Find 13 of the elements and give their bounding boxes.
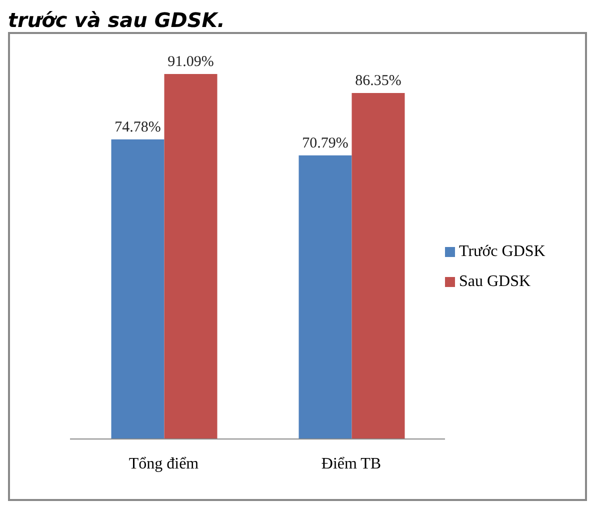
bar xyxy=(164,74,218,439)
bar xyxy=(352,92,405,439)
x-tick-label: Điểm TB xyxy=(321,455,382,472)
data-label: 91.09% xyxy=(168,54,214,70)
data-label: 70.79% xyxy=(302,135,348,152)
chart-title: trước và sau GDSK. xyxy=(8,8,226,32)
legend-label: Sau GDSK xyxy=(459,272,531,290)
data-label: 86.35% xyxy=(355,72,402,89)
data-label: 74.78% xyxy=(114,119,161,136)
bar xyxy=(111,139,164,439)
x-tick-label: Tổng điểm xyxy=(128,455,200,472)
bar xyxy=(298,155,352,439)
legend-label: Trước GDSK xyxy=(459,242,546,260)
